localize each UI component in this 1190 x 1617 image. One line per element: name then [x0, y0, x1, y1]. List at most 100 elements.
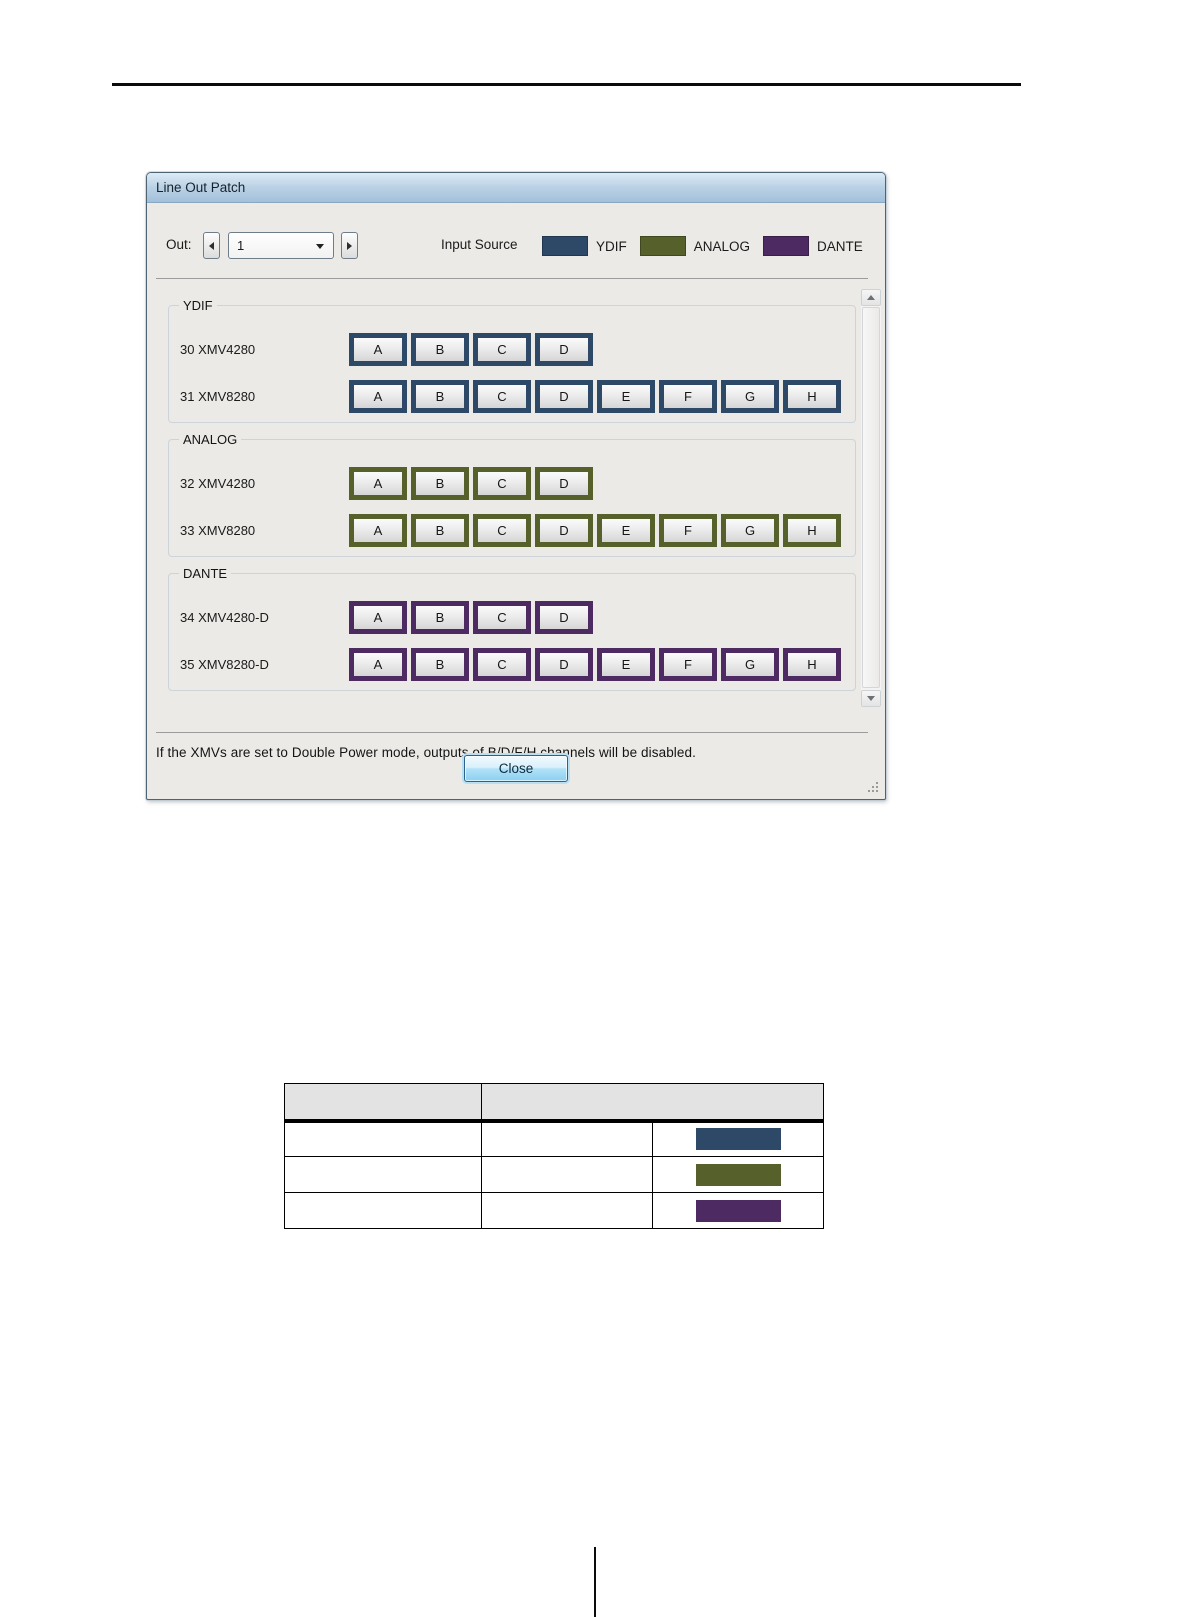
channel-button-d[interactable]: D	[535, 601, 593, 634]
device-label: 31 XMV8280	[180, 389, 256, 404]
channel-button-b[interactable]: B	[411, 648, 469, 681]
device-row: 30 XMV4280 A B C D	[169, 333, 855, 366]
channel-button-g[interactable]: G	[721, 514, 779, 547]
table-cell	[284, 1120, 482, 1157]
scroll-down-button[interactable]	[861, 690, 881, 707]
channel-button-c[interactable]: C	[473, 467, 531, 500]
channel-button-d[interactable]: D	[535, 648, 593, 681]
table-cell	[284, 1156, 482, 1193]
channel-button-c[interactable]: C	[473, 333, 531, 366]
table-cell	[481, 1192, 653, 1229]
table-cell-swatch	[652, 1120, 824, 1157]
channel-button-c[interactable]: C	[473, 514, 531, 547]
channel-button-d[interactable]: D	[535, 514, 593, 547]
footer-divider-line	[594, 1547, 596, 1617]
device-row: 34 XMV4280-D A B C D	[169, 601, 855, 634]
scroll-up-button[interactable]	[861, 289, 881, 306]
channel-button-c[interactable]: C	[473, 380, 531, 413]
table-row	[284, 1192, 824, 1229]
table-cell	[481, 1156, 653, 1193]
device-row: 32 XMV4280 A B C D	[169, 467, 855, 500]
channel-button-c[interactable]: C	[473, 648, 531, 681]
device-label: 33 XMV8280	[180, 523, 256, 538]
channel-button-a[interactable]: A	[349, 333, 407, 366]
device-row: 31 XMV8280 A B C D E F G H	[169, 380, 855, 413]
input-source-legend: YDIF ANALOG DANTE	[542, 233, 876, 259]
out-next-button[interactable]	[341, 232, 358, 259]
channel-button-b[interactable]: B	[411, 601, 469, 634]
channel-button-a[interactable]: A	[349, 380, 407, 413]
device-label: 35 XMV8280-D	[180, 657, 269, 672]
legend-label-ydif: YDIF	[596, 238, 627, 254]
out-label: Out:	[166, 237, 192, 252]
device-label: 32 XMV4280	[180, 476, 256, 491]
color-swatch	[695, 1199, 781, 1222]
legend-swatch-dante	[763, 236, 810, 256]
resize-grip-icon[interactable]	[868, 782, 880, 794]
channel-button-d[interactable]: D	[535, 333, 593, 366]
channel-button-b[interactable]: B	[411, 467, 469, 500]
channel-button-b[interactable]: B	[411, 514, 469, 547]
legend-swatch-analog	[639, 236, 686, 256]
table-header	[284, 1083, 824, 1123]
channel-button-h[interactable]: H	[783, 648, 841, 681]
channel-button-a[interactable]: A	[349, 467, 407, 500]
legend-label-analog: ANALOG	[693, 238, 751, 254]
legend-label-dante: DANTE	[817, 238, 863, 254]
scroll-up-icon	[867, 295, 875, 300]
input-source-label: Input Source	[441, 237, 518, 252]
patch-scroll-area: YDIF 30 XMV4280 A B C D 31 XMV8280 A B C D E F G H ANAL…	[147, 289, 885, 707]
table-cell-swatch	[652, 1156, 824, 1193]
right-arrow-icon	[347, 241, 352, 250]
close-button[interactable]: Close	[464, 755, 568, 782]
out-select-value: 1	[237, 238, 245, 253]
chevron-down-icon	[316, 244, 324, 249]
separator-bottom	[156, 732, 868, 733]
channel-button-h[interactable]: H	[783, 380, 841, 413]
channel-button-e[interactable]: E	[597, 648, 655, 681]
color-swatch	[695, 1128, 781, 1151]
channel-button-a[interactable]: A	[349, 601, 407, 634]
dialog-titlebar[interactable]: Line Out Patch	[147, 173, 885, 203]
group-box-analog: ANALOG 32 XMV4280 A B C D 33 XMV8280 A B C D E F G H	[168, 432, 856, 557]
group-label-analog: ANALOG	[179, 432, 242, 447]
device-label: 34 XMV4280-D	[180, 610, 269, 625]
channel-button-f[interactable]: F	[659, 380, 717, 413]
table-cell	[481, 1120, 653, 1157]
channel-button-d[interactable]: D	[535, 380, 593, 413]
device-row: 35 XMV8280-D A B C D E F G H	[169, 648, 855, 681]
group-label-dante: DANTE	[179, 566, 232, 581]
group-box-dante: DANTE 34 XMV4280-D A B C D 35 XMV8280-D A B C D E F G…	[168, 566, 856, 691]
legend-swatch-ydif	[542, 236, 588, 256]
channel-button-e[interactable]: E	[597, 514, 655, 547]
table-header-cell	[284, 1083, 482, 1123]
channel-button-f[interactable]: F	[659, 648, 717, 681]
channel-button-g[interactable]: G	[721, 380, 779, 413]
channel-button-b[interactable]: B	[411, 380, 469, 413]
channel-button-b[interactable]: B	[411, 333, 469, 366]
group-label-ydif: YDIF	[179, 298, 217, 313]
channel-button-g[interactable]: G	[721, 648, 779, 681]
device-row: 33 XMV8280 A B C D E F G H	[169, 514, 855, 547]
out-prev-button[interactable]	[203, 232, 220, 259]
separator-top	[156, 278, 868, 279]
channel-button-a[interactable]: A	[349, 648, 407, 681]
channel-button-f[interactable]: F	[659, 514, 717, 547]
left-arrow-icon	[209, 241, 214, 250]
channel-button-d[interactable]: D	[535, 467, 593, 500]
channel-button-h[interactable]: H	[783, 514, 841, 547]
scrollbar[interactable]	[861, 289, 881, 707]
channel-button-e[interactable]: E	[597, 380, 655, 413]
channel-button-c[interactable]: C	[473, 601, 531, 634]
dialog-title: Line Out Patch	[156, 180, 246, 195]
table-row	[284, 1120, 824, 1157]
color-swatch	[695, 1163, 781, 1186]
out-select[interactable]: 1	[228, 232, 334, 259]
scrollbar-thumb[interactable]	[862, 307, 880, 688]
channel-button-a[interactable]: A	[349, 514, 407, 547]
